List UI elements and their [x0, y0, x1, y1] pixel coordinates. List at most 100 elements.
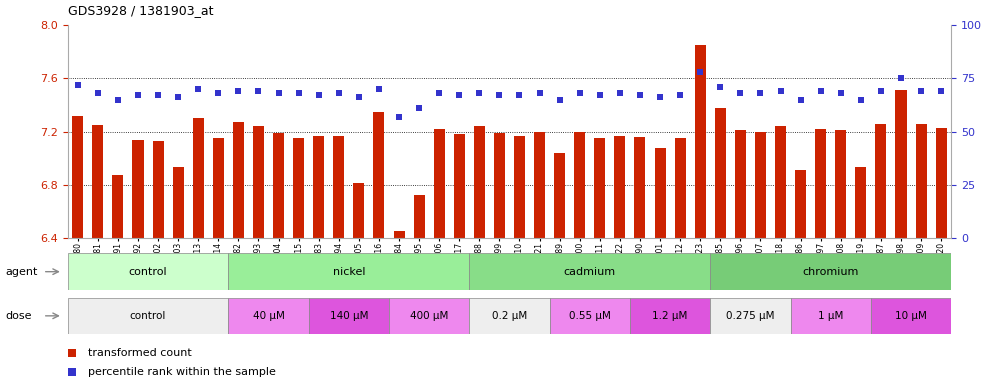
Bar — [710, 298, 791, 334]
Text: GDS3928 / 1381903_at: GDS3928 / 1381903_at — [68, 4, 213, 17]
Point — [251, 88, 267, 94]
Bar — [113, 175, 124, 238]
Text: control: control — [128, 266, 167, 277]
Bar — [474, 126, 485, 238]
Point — [532, 90, 548, 96]
Bar — [273, 133, 284, 238]
Point — [692, 69, 708, 75]
Bar — [755, 131, 766, 238]
Bar — [374, 111, 384, 238]
Bar — [494, 133, 505, 238]
Bar — [550, 298, 629, 334]
Text: chromium: chromium — [803, 266, 859, 277]
Point — [351, 94, 367, 101]
Point — [391, 114, 407, 120]
Point — [271, 90, 287, 96]
Bar — [915, 124, 926, 238]
Point — [411, 105, 427, 111]
Point — [572, 90, 588, 96]
Text: 1.2 μM: 1.2 μM — [652, 311, 688, 321]
Point — [70, 81, 86, 88]
Point — [732, 90, 748, 96]
Point — [813, 88, 829, 94]
Bar — [634, 137, 645, 238]
Bar — [615, 136, 625, 238]
Point — [210, 90, 226, 96]
Bar — [534, 131, 545, 238]
Point — [933, 88, 949, 94]
Bar — [791, 298, 871, 334]
Text: percentile rank within the sample: percentile rank within the sample — [88, 367, 276, 377]
Bar — [354, 184, 365, 238]
Bar — [454, 134, 465, 238]
Point — [491, 92, 507, 98]
Bar — [293, 138, 304, 238]
Bar — [68, 298, 228, 334]
Point — [793, 96, 809, 103]
Bar — [654, 147, 665, 238]
Point — [90, 90, 106, 96]
Text: 400 μM: 400 μM — [410, 311, 448, 321]
Bar — [413, 195, 424, 238]
Bar — [895, 90, 906, 238]
Bar — [875, 124, 886, 238]
Point — [612, 90, 627, 96]
Bar — [554, 153, 565, 238]
Bar — [469, 253, 710, 290]
Point — [632, 92, 648, 98]
Text: transformed count: transformed count — [88, 348, 191, 358]
Bar — [775, 126, 786, 238]
Bar — [815, 129, 827, 238]
Bar — [433, 129, 444, 238]
Text: dose: dose — [5, 311, 32, 321]
Point — [752, 90, 768, 96]
Bar — [132, 139, 143, 238]
Point — [872, 88, 888, 94]
Bar — [935, 127, 946, 238]
Bar — [694, 45, 706, 238]
Text: 40 μM: 40 μM — [253, 311, 285, 321]
Bar — [795, 170, 806, 238]
Point — [130, 92, 146, 98]
Bar — [836, 130, 847, 238]
Bar — [213, 138, 224, 238]
Bar — [172, 167, 183, 238]
Text: agent: agent — [5, 266, 38, 277]
Bar — [73, 116, 84, 238]
Bar — [192, 118, 204, 238]
Bar — [228, 298, 309, 334]
Text: 0.55 μM: 0.55 μM — [569, 311, 611, 321]
Text: cadmium: cadmium — [564, 266, 616, 277]
Point — [110, 96, 125, 103]
Text: 1 μM: 1 μM — [818, 311, 844, 321]
Point — [451, 92, 467, 98]
Bar — [575, 131, 586, 238]
Bar — [233, 122, 244, 238]
Bar — [334, 136, 345, 238]
Point — [773, 88, 789, 94]
Point — [552, 96, 568, 103]
Bar — [629, 298, 710, 334]
Bar — [595, 138, 606, 238]
Bar — [68, 253, 228, 290]
Point — [64, 349, 80, 356]
Bar — [871, 298, 951, 334]
Text: 140 μM: 140 μM — [330, 311, 369, 321]
Bar — [253, 126, 264, 238]
Point — [672, 92, 688, 98]
Bar — [469, 298, 550, 334]
Point — [652, 94, 668, 101]
Point — [833, 90, 849, 96]
Text: control: control — [129, 311, 166, 321]
Point — [311, 92, 327, 98]
Point — [331, 90, 347, 96]
Bar — [389, 298, 469, 334]
Point — [893, 75, 909, 81]
Bar — [710, 253, 951, 290]
Text: 10 μM: 10 μM — [895, 311, 927, 321]
Bar — [228, 253, 469, 290]
Bar — [393, 232, 404, 238]
Point — [853, 96, 869, 103]
Point — [190, 86, 206, 92]
Point — [371, 86, 386, 92]
